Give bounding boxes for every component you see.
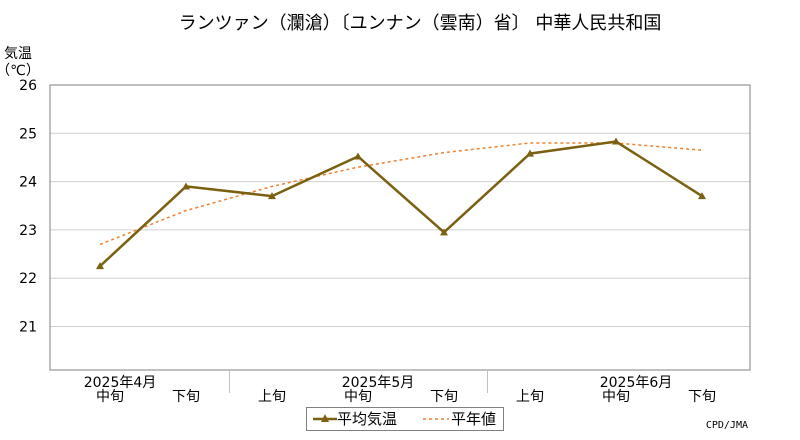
- x-month-label: 2025年6月: [600, 375, 673, 391]
- y-tick-label: 21: [19, 320, 37, 336]
- y-tick-label: 22: [19, 271, 37, 287]
- normal-line: [99, 142, 703, 246]
- mean-point: [96, 262, 104, 270]
- axes: [49, 84, 751, 393]
- y-axis-unit: （℃）: [0, 63, 40, 79]
- series: [96, 137, 706, 270]
- mean-point: [612, 137, 620, 145]
- legend: 平均気温 平年値: [306, 407, 504, 431]
- y-tick-label: 23: [19, 223, 37, 239]
- x-tick-label: 上旬: [258, 389, 286, 405]
- plot-frame: [49, 84, 751, 371]
- y-tick-label: 24: [19, 175, 37, 191]
- y-axis-label: 気温: [4, 46, 32, 62]
- x-tick-label: 下旬: [430, 389, 458, 405]
- y-tick-label: 26: [19, 78, 37, 94]
- mean-point: [182, 182, 190, 190]
- x-month-label: 2025年4月: [84, 375, 157, 391]
- credit-text: CPD/JMA: [705, 420, 748, 431]
- x-tick-label: 中旬: [602, 389, 630, 405]
- x-month-label: 2025年5月: [342, 375, 415, 391]
- legend-swatch-normal: [423, 418, 449, 420]
- legend-label-normal: 平年値: [451, 410, 497, 428]
- mean-line: [99, 140, 703, 268]
- x-tick-label: 上旬: [516, 389, 544, 405]
- x-tick-label: 中旬: [96, 389, 124, 405]
- axis-labels: 21 22 23 24 25 26 中旬 下旬 上旬 中旬 下旬 上旬 中旬 下旬 2025年4月 2025年…: [19, 78, 716, 405]
- legend-label-mean: 平均気温: [337, 410, 398, 428]
- mean-point: [440, 228, 448, 236]
- x-tick-label: 下旬: [688, 389, 716, 405]
- legend-swatch-mean: [313, 414, 337, 422]
- chart-title: ランツァン（瀾滄）〔ユンナン（雲南）省〕 中華人民共和国: [179, 13, 662, 34]
- mean-point: [354, 152, 362, 160]
- x-tick-label: 下旬: [172, 389, 200, 405]
- mean-point: [526, 149, 534, 157]
- x-tick-label: 中旬: [344, 389, 372, 405]
- y-tick-label: 25: [19, 126, 37, 142]
- mean-point: [698, 192, 706, 200]
- mean-point: [268, 192, 276, 200]
- grid: [50, 132, 750, 328]
